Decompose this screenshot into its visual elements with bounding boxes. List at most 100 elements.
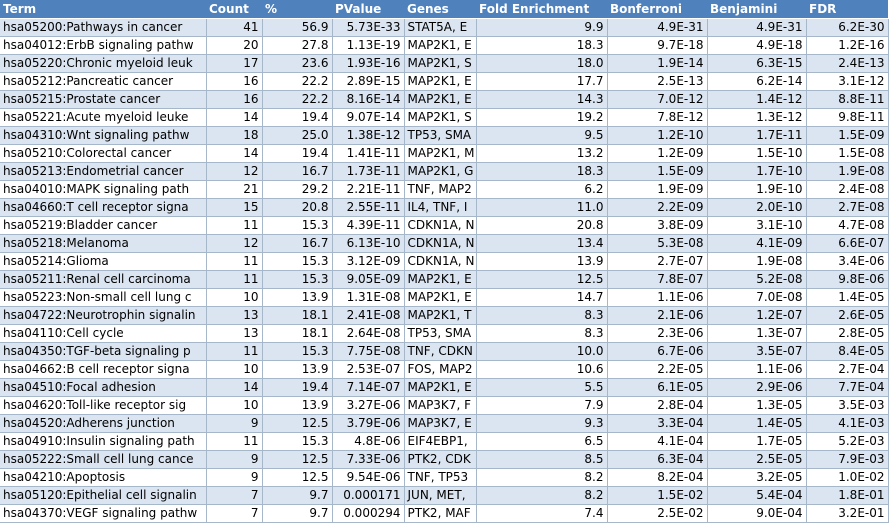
cell-count[interactable]: 9 <box>206 414 263 433</box>
column-header-fdr[interactable]: FDR <box>806 0 888 19</box>
cell-genes[interactable]: CDKN1A, N <box>404 252 477 271</box>
cell-genes[interactable]: IL4, TNF, I <box>404 198 477 217</box>
cell-benjamini[interactable]: 1.9E-10 <box>707 180 807 199</box>
cell-term[interactable]: hsa04110:Cell cycle <box>0 324 207 343</box>
cell-bonferroni[interactable]: 1.1E-06 <box>607 288 708 307</box>
cell-term[interactable]: hsa05223:Non-small cell lung c <box>0 288 207 307</box>
cell-percent[interactable]: 19.4 <box>262 144 333 163</box>
cell-pvalue[interactable]: 7.75E-08 <box>332 342 405 361</box>
cell-fold-enrichment[interactable]: 14.7 <box>476 288 608 307</box>
cell-count[interactable]: 18 <box>206 126 263 145</box>
cell-percent[interactable]: 23.6 <box>262 54 333 73</box>
cell-count[interactable]: 10 <box>206 396 263 415</box>
cell-term[interactable]: hsa04370:VEGF signaling pathw <box>0 504 207 523</box>
cell-genes[interactable]: MAP2K1, E <box>404 72 477 91</box>
cell-genes[interactable]: TP53, SMA <box>404 126 477 145</box>
cell-percent[interactable]: 13.9 <box>262 396 333 415</box>
cell-fdr[interactable]: 2.4E-13 <box>806 54 889 73</box>
cell-term[interactable]: hsa04210:Apoptosis <box>0 468 207 487</box>
cell-fold-enrichment[interactable]: 12.5 <box>476 270 608 289</box>
cell-genes[interactable]: MAP2K1, S <box>404 54 477 73</box>
cell-pvalue[interactable]: 0.000171 <box>332 486 405 505</box>
cell-pvalue[interactable]: 6.13E-10 <box>332 234 405 253</box>
cell-fold-enrichment[interactable]: 10.6 <box>476 360 608 379</box>
cell-fold-enrichment[interactable]: 5.5 <box>476 378 608 397</box>
cell-fdr[interactable]: 1.0E-02 <box>806 468 889 487</box>
cell-count[interactable]: 14 <box>206 108 263 127</box>
cell-count[interactable]: 14 <box>206 144 263 163</box>
cell-benjamini[interactable]: 4.9E-31 <box>707 18 807 37</box>
column-header-count[interactable]: Count <box>206 0 262 19</box>
cell-term[interactable]: hsa05222:Small cell lung cance <box>0 450 207 469</box>
cell-genes[interactable]: TP53, SMA <box>404 324 477 343</box>
cell-genes[interactable]: MAP3K7, F <box>404 396 477 415</box>
cell-fdr[interactable]: 1.4E-05 <box>806 288 889 307</box>
cell-genes[interactable]: MAP2K1, E <box>404 270 477 289</box>
cell-count[interactable]: 12 <box>206 162 263 181</box>
cell-fold-enrichment[interactable]: 7.4 <box>476 504 608 523</box>
cell-benjamini[interactable]: 1.7E-10 <box>707 162 807 181</box>
cell-fold-enrichment[interactable]: 8.2 <box>476 468 608 487</box>
cell-benjamini[interactable]: 4.9E-18 <box>707 36 807 55</box>
column-header-fold-enrichment[interactable]: Fold Enrichment <box>476 0 607 19</box>
cell-count[interactable]: 12 <box>206 234 263 253</box>
cell-percent[interactable]: 15.3 <box>262 432 333 451</box>
cell-term[interactable]: hsa04910:Insulin signaling path <box>0 432 207 451</box>
cell-fold-enrichment[interactable]: 13.4 <box>476 234 608 253</box>
cell-benjamini[interactable]: 1.3E-07 <box>707 324 807 343</box>
cell-percent[interactable]: 9.7 <box>262 486 333 505</box>
cell-percent[interactable]: 15.3 <box>262 252 333 271</box>
cell-pvalue[interactable]: 3.27E-06 <box>332 396 405 415</box>
cell-pvalue[interactable]: 1.31E-08 <box>332 288 405 307</box>
cell-fdr[interactable]: 6.2E-30 <box>806 18 889 37</box>
column-header-genes[interactable]: Genes <box>404 0 476 19</box>
cell-benjamini[interactable]: 7.0E-08 <box>707 288 807 307</box>
cell-percent[interactable]: 22.2 <box>262 72 333 91</box>
cell-benjamini[interactable]: 6.2E-14 <box>707 72 807 91</box>
cell-pvalue[interactable]: 1.13E-19 <box>332 36 405 55</box>
cell-genes[interactable]: MAP3K7, E <box>404 414 477 433</box>
cell-fold-enrichment[interactable]: 9.5 <box>476 126 608 145</box>
cell-term[interactable]: hsa04010:MAPK signaling path <box>0 180 207 199</box>
cell-count[interactable]: 16 <box>206 90 263 109</box>
cell-count[interactable]: 7 <box>206 486 263 505</box>
cell-term[interactable]: hsa04510:Focal adhesion <box>0 378 207 397</box>
cell-fdr[interactable]: 4.1E-03 <box>806 414 889 433</box>
cell-count[interactable]: 10 <box>206 360 263 379</box>
cell-pvalue[interactable]: 7.33E-06 <box>332 450 405 469</box>
cell-term[interactable]: hsa04350:TGF-beta signaling p <box>0 342 207 361</box>
cell-percent[interactable]: 25.0 <box>262 126 333 145</box>
cell-fold-enrichment[interactable]: 20.8 <box>476 216 608 235</box>
column-header-bonferroni[interactable]: Bonferroni <box>607 0 707 19</box>
cell-bonferroni[interactable]: 8.2E-04 <box>607 468 708 487</box>
cell-genes[interactable]: CDKN1A, N <box>404 234 477 253</box>
cell-pvalue[interactable]: 3.79E-06 <box>332 414 405 433</box>
cell-term[interactable]: hsa04722:Neurotrophin signalin <box>0 306 207 325</box>
cell-benjamini[interactable]: 3.2E-05 <box>707 468 807 487</box>
cell-term[interactable]: hsa04012:ErbB signaling pathw <box>0 36 207 55</box>
cell-fdr[interactable]: 6.6E-07 <box>806 234 889 253</box>
cell-count[interactable]: 11 <box>206 342 263 361</box>
cell-pvalue[interactable]: 4.39E-11 <box>332 216 405 235</box>
cell-percent[interactable]: 18.1 <box>262 306 333 325</box>
cell-benjamini[interactable]: 1.7E-05 <box>707 432 807 451</box>
cell-count[interactable]: 13 <box>206 324 263 343</box>
cell-genes[interactable]: MAP2K1, T <box>404 306 477 325</box>
cell-fdr[interactable]: 2.8E-05 <box>806 324 889 343</box>
cell-fdr[interactable]: 7.9E-03 <box>806 450 889 469</box>
cell-bonferroni[interactable]: 2.7E-07 <box>607 252 708 271</box>
column-header-pvalue[interactable]: PValue <box>332 0 404 19</box>
cell-bonferroni[interactable]: 2.2E-09 <box>607 198 708 217</box>
cell-count[interactable]: 11 <box>206 252 263 271</box>
cell-pvalue[interactable]: 0.000294 <box>332 504 405 523</box>
cell-count[interactable]: 17 <box>206 54 263 73</box>
cell-fdr[interactable]: 5.2E-03 <box>806 432 889 451</box>
cell-bonferroni[interactable]: 6.3E-04 <box>607 450 708 469</box>
cell-bonferroni[interactable]: 7.0E-12 <box>607 90 708 109</box>
cell-benjamini[interactable]: 1.3E-12 <box>707 108 807 127</box>
cell-term[interactable]: hsa05214:Glioma <box>0 252 207 271</box>
cell-percent[interactable]: 19.4 <box>262 378 333 397</box>
cell-count[interactable]: 11 <box>206 270 263 289</box>
cell-bonferroni[interactable]: 1.9E-09 <box>607 180 708 199</box>
cell-benjamini[interactable]: 1.1E-06 <box>707 360 807 379</box>
